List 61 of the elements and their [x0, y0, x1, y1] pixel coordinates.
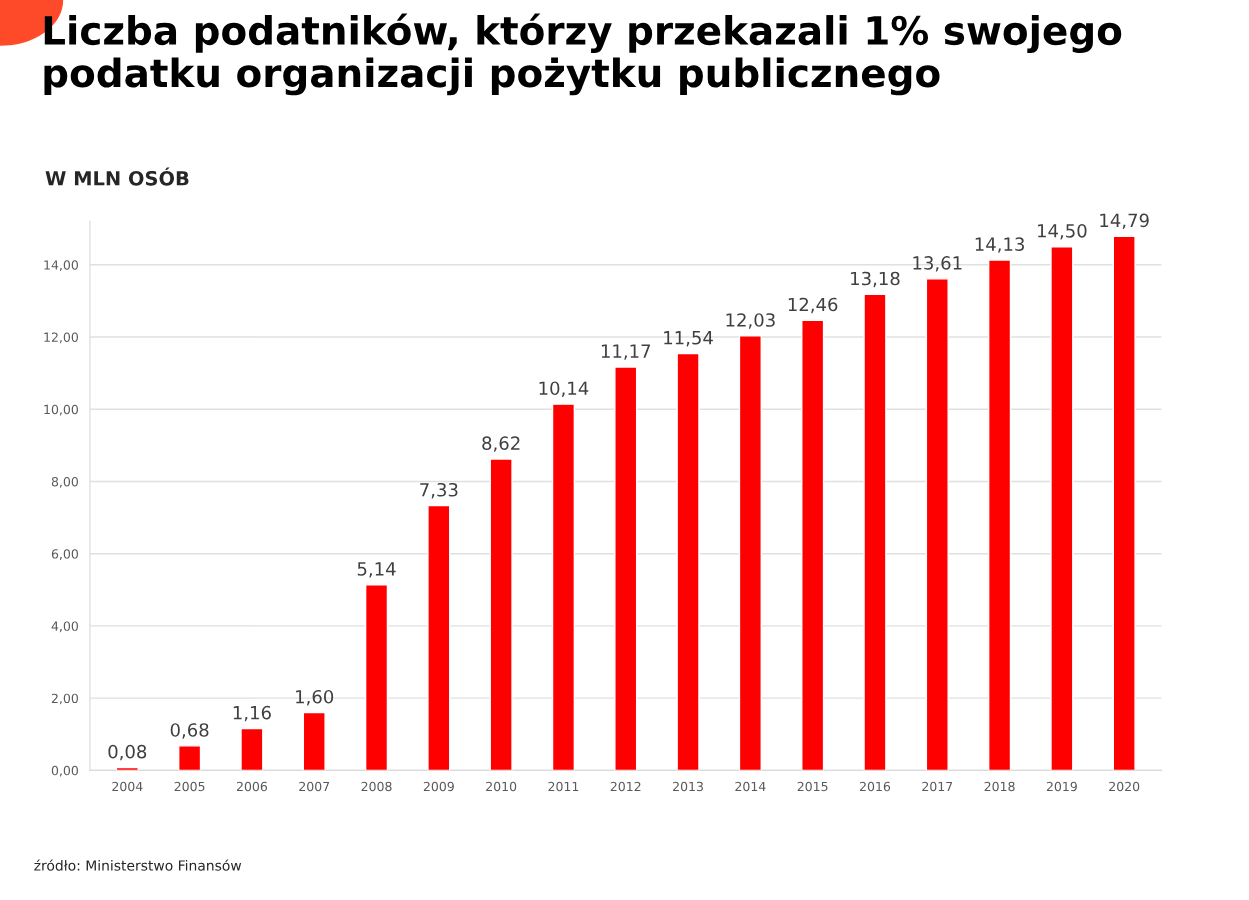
x-tick-label: 2007 [299, 781, 330, 792]
bar [427, 504, 451, 771]
y-tick-label: 12,00 [44, 332, 78, 344]
bar [738, 335, 762, 771]
y-tick-label: 10,00 [44, 404, 78, 416]
bar [925, 278, 949, 771]
y-tick-label: 4,00 [51, 621, 78, 633]
x-tick-label: 2009 [423, 781, 454, 792]
bar [863, 293, 887, 771]
data-label: 10,14 [539, 381, 589, 397]
x-tick-label: 2014 [735, 781, 766, 792]
x-tick-label: 2019 [1046, 781, 1077, 792]
y-tick-label: 8,00 [51, 476, 78, 488]
bar [614, 366, 638, 771]
x-tick-label: 2015 [797, 781, 828, 792]
data-label: 12,46 [788, 297, 838, 314]
bar [364, 584, 389, 771]
y-tick-label: 0,00 [51, 765, 78, 777]
bar [551, 403, 576, 771]
x-tick-label: 2005 [174, 781, 205, 792]
data-label: 7,33 [420, 482, 458, 499]
data-label: 8,62 [482, 436, 520, 452]
data-label: 13,18 [851, 271, 900, 288]
data-label: 14,50 [1038, 223, 1087, 240]
x-tick-label: 2004 [112, 781, 143, 792]
data-label: 1,16 [233, 705, 271, 722]
chart-subtitle: W MLN OSÓB [45, 167, 189, 186]
y-tick-label: 2,00 [51, 693, 78, 705]
x-tick-label: 2013 [673, 781, 703, 792]
data-label: 14,79 [1100, 213, 1149, 229]
x-tick-label: 2017 [922, 781, 953, 792]
data-label: 12,03 [726, 313, 775, 329]
bar [676, 352, 700, 771]
x-tick-label: 2006 [236, 781, 268, 792]
data-label: 0,68 [170, 723, 209, 739]
x-tick-label: 2008 [361, 781, 392, 792]
chart-title: Liczba podatników, którzy przekazali 1% swojego podatku organizacji pożytku publicznego [44, 13, 1122, 96]
bar [1050, 245, 1074, 771]
bar [178, 745, 202, 771]
data-label: 0,08 [108, 744, 147, 761]
data-label: 1,60 [296, 689, 334, 706]
x-tick-label: 2018 [984, 781, 1015, 792]
bar [240, 727, 264, 771]
data-label: 11,17 [601, 344, 651, 360]
y-tick-label: 14,00 [44, 260, 78, 271]
bar [987, 259, 1012, 771]
x-tick-label: 2016 [859, 781, 891, 792]
data-label: 11,54 [664, 331, 713, 347]
text: źródło: Ministerstwo Finansów [34, 859, 242, 871]
y-tick-label: 6,00 [51, 549, 78, 560]
bar [302, 711, 326, 771]
data-label: 5,14 [357, 562, 396, 578]
bar [1112, 235, 1136, 771]
data-label: 14,13 [975, 237, 1024, 253]
x-tick-label: 2012 [610, 781, 641, 792]
x-tick-label: 2020 [1109, 781, 1140, 792]
bar [801, 319, 825, 771]
x-tick-label: 2011 [548, 781, 579, 792]
x-tick-label: 2010 [486, 781, 517, 792]
bar [489, 458, 513, 771]
data-label: 13,61 [913, 256, 962, 272]
